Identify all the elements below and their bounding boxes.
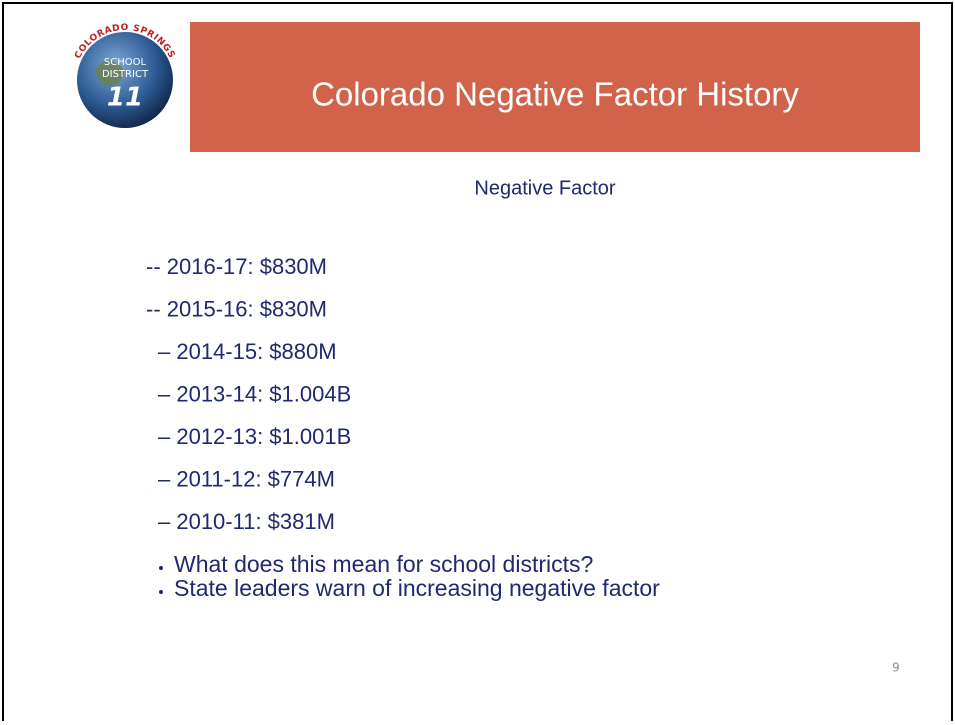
list-item: – 2011-12: $774M bbox=[158, 466, 335, 491]
list-item: -- 2016-17: $830M bbox=[146, 254, 327, 279]
bullet-list: What does this mean for school districts… bbox=[159, 551, 660, 601]
page-number: 9 bbox=[892, 661, 900, 675]
list-item: – 2013-14: $1.004B bbox=[158, 381, 351, 406]
logo-number: 11 bbox=[107, 83, 143, 113]
slide-title: Colorado Negative Factor History bbox=[311, 76, 799, 113]
logo: COLORADO SPRINGS SCHOOL DISTRICT 11 bbox=[73, 22, 176, 128]
bullet-dot bbox=[159, 590, 163, 594]
subtitle: Negative Factor bbox=[474, 177, 616, 199]
list-item: – 2010-11: $381M bbox=[158, 509, 335, 534]
list-item: -- 2015-16: $830M bbox=[146, 296, 327, 321]
list-item: – 2012-13: $1.001B bbox=[158, 424, 351, 449]
list-item: – 2014-15: $880M bbox=[158, 339, 337, 364]
logo-line1: SCHOOL bbox=[104, 57, 147, 68]
logo-line2: DISTRICT bbox=[102, 69, 149, 80]
bullet-item: State leaders warn of increasing negativ… bbox=[174, 575, 660, 601]
item-list: -- 2016-17: $830M -- 2015-16: $830M – 2014… bbox=[146, 254, 351, 534]
logo-land bbox=[95, 61, 124, 86]
title-box bbox=[190, 22, 920, 152]
logo-globe bbox=[77, 32, 173, 128]
bullet-dot bbox=[159, 566, 163, 570]
bullet-item: What does this mean for school districts… bbox=[174, 551, 593, 577]
